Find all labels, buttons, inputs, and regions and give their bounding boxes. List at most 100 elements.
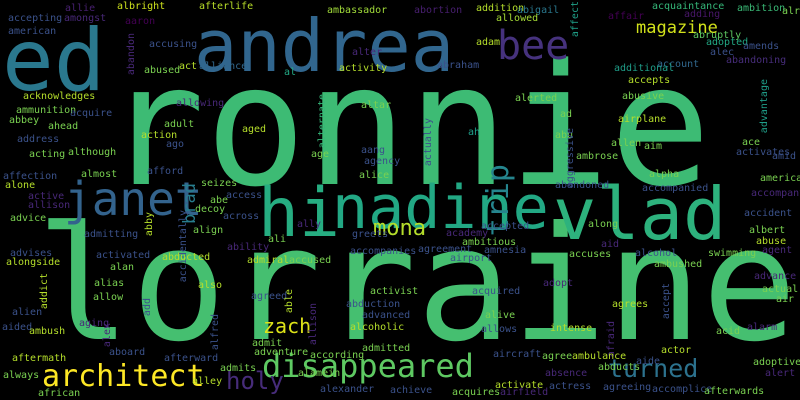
word-already: already <box>782 6 800 17</box>
word-admits: admits <box>220 363 257 374</box>
word-abuse: abuse <box>756 236 787 247</box>
word-alert: alert <box>765 368 796 379</box>
word-magazine: magazine <box>636 18 718 38</box>
word-acquire: acquire <box>70 108 113 119</box>
word-airport: airport <box>450 253 493 264</box>
word-actually: actually <box>423 118 434 167</box>
word-ability: ability <box>227 242 270 253</box>
word-altar: altar <box>361 100 392 111</box>
word-align: align <box>193 225 224 236</box>
word-accepting: accepting <box>8 13 63 24</box>
word-accidentally: accidentally <box>178 210 189 283</box>
word-alone: alone <box>5 180 36 191</box>
word-ambushed: ambushed <box>654 259 703 270</box>
word-american: american <box>8 26 57 37</box>
word-always: always <box>3 370 40 381</box>
word-bee: bee <box>497 23 570 69</box>
word-academy: academy <box>446 228 489 239</box>
word-allow: allow <box>93 292 124 303</box>
word-holy: holy <box>226 367 284 395</box>
word-abe: abe <box>210 195 229 206</box>
word-aided: aided <box>2 322 33 333</box>
word-albright: albright <box>117 1 166 12</box>
word-adoptive: adoptive <box>753 357 800 368</box>
word-amends: amends <box>743 41 780 52</box>
word-afterlife: afterlife <box>199 1 254 12</box>
word-abducts: abducts <box>598 362 641 373</box>
word-advises: advises <box>10 248 53 259</box>
word-intense: intense <box>550 323 593 334</box>
word-zach: zach <box>263 314 312 338</box>
word-afford: afford <box>147 166 184 177</box>
word-alexander: alexander <box>320 384 375 395</box>
word-alarm: alarm <box>747 322 778 333</box>
word-acquaintance: acquaintance <box>652 1 725 12</box>
word-aircraft: aircraft <box>493 349 542 360</box>
word-alias: alias <box>94 278 125 289</box>
word-accused: accused <box>289 255 332 266</box>
word-ah: ah <box>468 127 481 138</box>
word-nadine: nadine <box>332 173 549 243</box>
word-agree: agree <box>542 351 573 362</box>
word-turned: turned <box>608 354 699 383</box>
word-aide: aide <box>636 356 661 367</box>
word-activate: activate <box>495 380 544 391</box>
word-active: active <box>28 191 65 202</box>
word-abraham: abraham <box>437 60 480 71</box>
word-alan: alan <box>110 262 135 273</box>
word-agreement: agreement <box>418 244 473 255</box>
word-ahead: ahead <box>48 121 79 132</box>
word-adopt: adopt <box>543 278 574 289</box>
word-account: account <box>657 59 700 70</box>
word-aged: aged <box>242 124 267 135</box>
word-ambitious: ambitious <box>462 237 517 248</box>
word-alice: alice <box>359 170 390 181</box>
word-accompanied: accompanied <box>642 183 709 194</box>
word-mona: mona <box>373 216 426 241</box>
word-actor: actor <box>661 345 692 356</box>
word-al: al <box>284 67 297 78</box>
word-adult: adult <box>164 119 195 130</box>
word-accident: accident <box>744 208 793 219</box>
word-adventure: adventure <box>254 347 309 358</box>
word-aaron: aaron <box>125 16 156 27</box>
word-activist: activist <box>370 286 419 297</box>
word-allen: allen <box>611 138 642 149</box>
word-address: address <box>17 134 60 145</box>
word-aim: aim <box>644 141 663 152</box>
word-alongside: alongside <box>6 257 61 268</box>
word-activity: activity <box>339 63 388 74</box>
word-abu: abu <box>555 130 574 141</box>
word-janet: janet <box>64 172 203 226</box>
word-abandoned: abandoned <box>555 180 610 191</box>
word-affection: affection <box>3 171 58 182</box>
word-lorraine: lorraine <box>36 193 797 377</box>
word-aboard: aboard <box>109 347 146 358</box>
word-acid: acid <box>716 326 741 337</box>
word-abducted: abducted <box>162 252 211 263</box>
word-aftermath: aftermath <box>12 353 67 364</box>
word-allowing: allowing <box>176 98 225 109</box>
word-accepted: accepted <box>481 221 530 232</box>
word-abbey: abbey <box>9 115 40 126</box>
word-abandon: abandon <box>126 33 137 76</box>
word-along: along <box>588 219 619 230</box>
word-agent: agent <box>762 245 793 256</box>
word-advice: advice <box>10 213 47 224</box>
word-act: act <box>179 61 198 72</box>
word-allows: allows <box>481 324 518 335</box>
word-andrea: andrea <box>194 4 455 88</box>
word-across: across <box>223 211 260 222</box>
word-alternate: alternate <box>317 94 328 149</box>
word-adam: adam <box>476 37 501 48</box>
word-add: add <box>142 298 153 317</box>
word-abusive: abusive <box>622 91 665 102</box>
word-affect: affect <box>570 1 581 38</box>
word-seizes: seizes <box>201 178 238 189</box>
word-achieve: achieve <box>390 385 433 396</box>
word-adopted: adopted <box>706 37 749 48</box>
word-admit: admit <box>252 338 283 349</box>
word-greets: greets <box>352 229 389 240</box>
word-ago: ago <box>166 139 185 150</box>
